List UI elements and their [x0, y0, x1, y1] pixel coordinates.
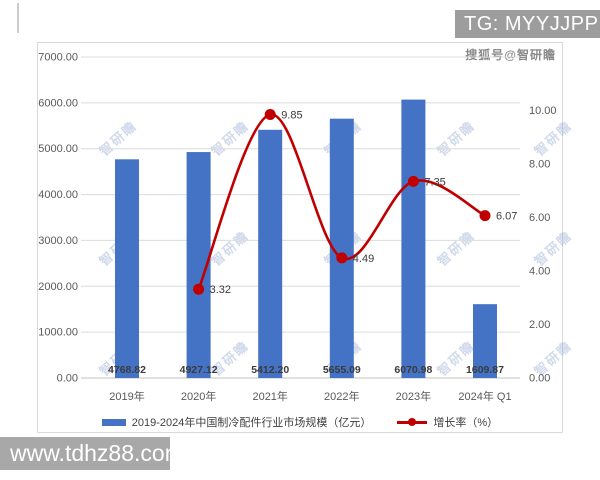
- y-axis-right-tick-label: 8.00: [529, 159, 550, 171]
- y-axis-left-tick-label: 2000.00: [38, 281, 78, 293]
- bar-value-label: 5412.20: [251, 364, 289, 376]
- bar-value-label: 5655.09: [323, 364, 361, 376]
- x-axis-tick-label: 2021年: [252, 389, 287, 403]
- y-axis-right-tick-label: 0.00: [529, 373, 550, 385]
- legend-bar-label: 2019-2024年中国制冷配件行业市场规模（亿元）: [131, 417, 372, 429]
- y-axis-left-tick-label: 0.00: [57, 373, 78, 385]
- x-axis-tick-label: 2024年 Q1: [458, 389, 511, 403]
- bar-value-label: 4927.12: [180, 364, 218, 376]
- legend-item-growth-rate: 增长率（%）: [397, 414, 498, 430]
- x-axis-tick-label: 2023年: [396, 389, 431, 403]
- y-axis-left-tick-label: 4000.00: [38, 189, 78, 201]
- souhu-watermark: 搜狐号@智研瞻: [465, 48, 556, 62]
- y-axis-right-tick-label: 4.00: [529, 266, 550, 278]
- line-value-label: 9.85: [281, 110, 302, 122]
- bar-value-label: 6070.98: [394, 364, 432, 376]
- line-marker: [193, 283, 205, 295]
- line-value-label: 7.35: [424, 176, 445, 188]
- growth-rate-line: [197, 113, 486, 290]
- line-value-label: 4.49: [353, 253, 374, 265]
- y-axis-left-tick-label: 3000.00: [38, 235, 78, 247]
- legend-line-marker: [397, 418, 428, 427]
- url-watermark: www.tdhz88.com: [0, 437, 184, 470]
- legend-item-market-size: 2019-2024年中国制冷配件行业市场规模（亿元）: [101, 414, 372, 430]
- y-axis-left-tick-label: 1000.00: [38, 327, 78, 339]
- bar-value-label: 4768.82: [108, 364, 146, 376]
- y-axis-left-tick-label: 7000.00: [38, 52, 78, 64]
- line-marker: [407, 175, 419, 187]
- y-axis-right-tick-label: 2.00: [529, 319, 550, 331]
- bar: [473, 304, 497, 378]
- legend-line-label: 增长率（%）: [433, 417, 499, 429]
- y-axis-left-tick-label: 6000.00: [38, 97, 78, 109]
- bar-value-label: 1609.87: [466, 364, 504, 376]
- x-axis-tick-label: 2022年: [324, 389, 359, 403]
- left-edge-mark: [17, 3, 19, 33]
- bar: [401, 99, 426, 378]
- bar: [115, 159, 139, 378]
- telegram-watermark: TG: MYYJJPP: [455, 10, 600, 38]
- bar: [258, 129, 283, 378]
- line-marker: [479, 210, 491, 222]
- x-axis-tick-label: 2019年: [109, 389, 144, 403]
- x-axis-tick-label: 2020年: [181, 389, 216, 403]
- y-axis-right-tick-label: 6.00: [529, 212, 550, 224]
- line-marker: [264, 109, 276, 121]
- y-axis-left-tick-label: 5000.00: [38, 143, 78, 155]
- line-value-label: 3.32: [210, 284, 231, 296]
- legend-bar-swatch: [101, 418, 126, 426]
- y-axis-right-tick-label: 10.00: [529, 105, 557, 117]
- chart-legend: 2019-2024年中国制冷配件行业市场规模（亿元） 增长率（%）: [37, 413, 563, 431]
- line-marker: [336, 252, 348, 264]
- line-value-label: 6.07: [496, 211, 517, 223]
- legend-line-dot: [408, 418, 417, 426]
